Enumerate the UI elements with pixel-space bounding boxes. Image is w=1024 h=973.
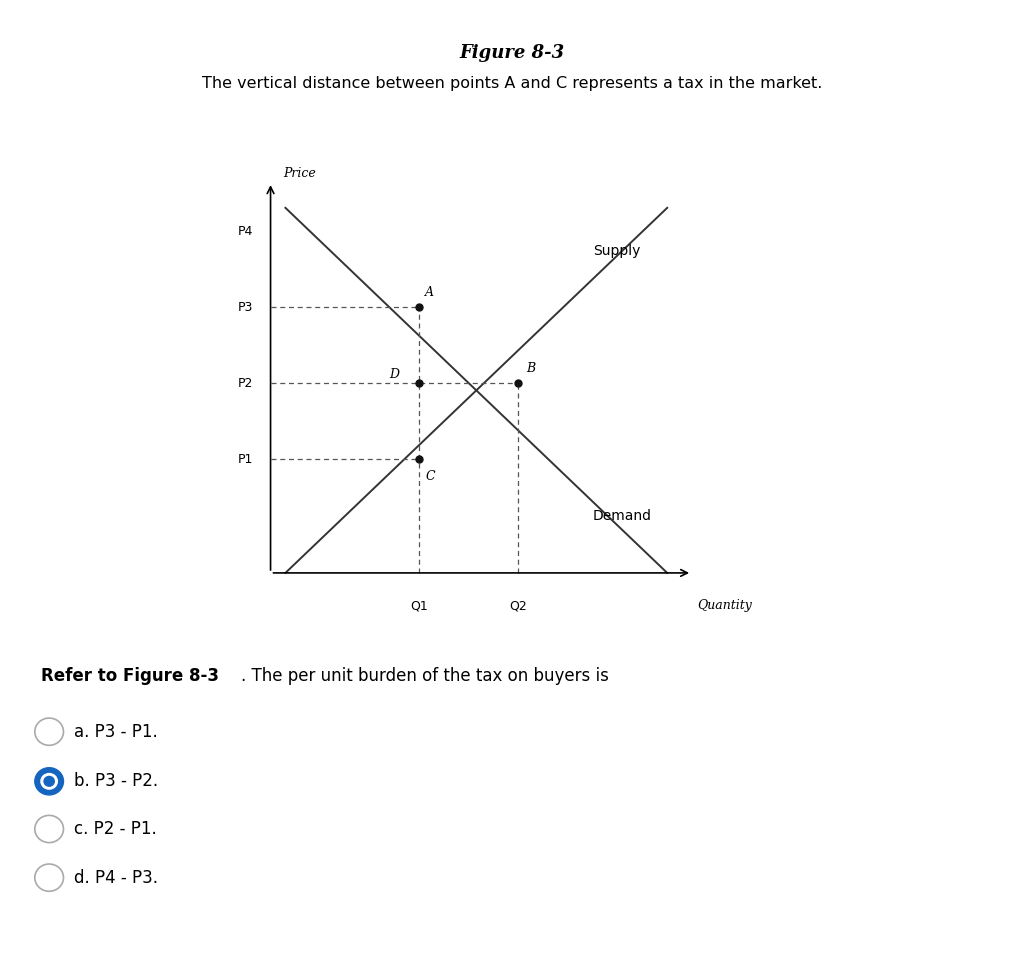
Text: C: C <box>425 470 435 483</box>
Text: A: A <box>425 286 434 299</box>
Text: c. P2 - P1.: c. P2 - P1. <box>74 820 157 838</box>
Text: Figure 8-3: Figure 8-3 <box>460 44 564 61</box>
Text: P1: P1 <box>238 452 253 466</box>
Text: B: B <box>526 362 535 375</box>
Text: Q2: Q2 <box>510 599 527 612</box>
Text: D: D <box>389 368 399 380</box>
Text: Supply: Supply <box>593 243 640 258</box>
Text: Price: Price <box>283 167 315 180</box>
Text: Q1: Q1 <box>411 599 428 612</box>
Text: b. P3 - P2.: b. P3 - P2. <box>74 773 158 790</box>
Text: Refer to Figure 8-3: Refer to Figure 8-3 <box>41 667 219 685</box>
Text: d. P4 - P3.: d. P4 - P3. <box>74 869 158 886</box>
Text: P3: P3 <box>238 301 253 314</box>
Text: P4: P4 <box>238 225 253 238</box>
Text: . The per unit burden of the tax on buyers is: . The per unit burden of the tax on buye… <box>241 667 608 685</box>
Text: P2: P2 <box>238 377 253 390</box>
Text: Quantity: Quantity <box>697 599 752 612</box>
Text: a. P3 - P1.: a. P3 - P1. <box>74 723 158 740</box>
Text: The vertical distance between points A and C represents a tax in the market.: The vertical distance between points A a… <box>202 76 822 90</box>
Text: Demand: Demand <box>593 509 652 523</box>
